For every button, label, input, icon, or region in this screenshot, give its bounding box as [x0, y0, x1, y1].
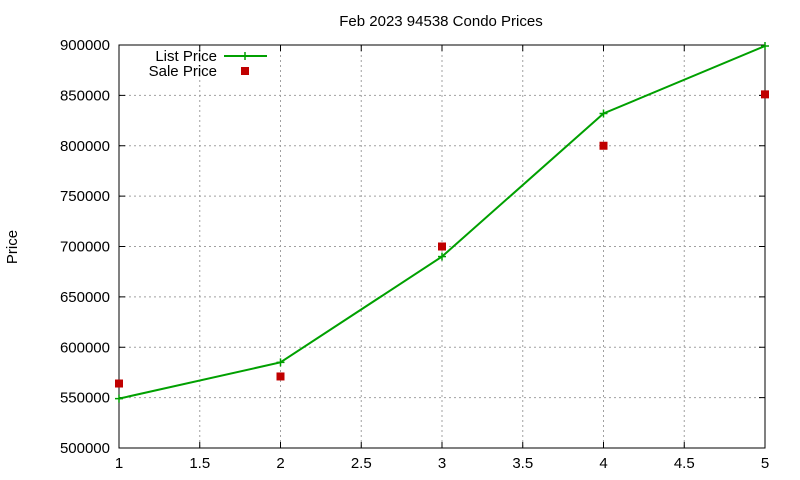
list-price-point [761, 42, 769, 51]
x-tick-label: 3.5 [512, 455, 533, 472]
y-tick-label: 800000 [60, 138, 110, 155]
x-tick-label: 1.5 [189, 455, 210, 472]
x-tick-label: 4.5 [674, 455, 695, 472]
y-tick-label: 750000 [60, 188, 110, 205]
series-layer [115, 42, 769, 403]
sale-price-point [599, 141, 608, 150]
sale-price-point [761, 90, 769, 99]
x-tick-label: 1 [115, 455, 123, 472]
y-axis-label: Price [4, 230, 21, 264]
y-tick-label: 850000 [60, 87, 110, 104]
chart-title: Feb 2023 94538 Condo Prices [339, 13, 542, 30]
x-tick-label: 4 [599, 455, 607, 472]
x-tick-label: 5 [761, 455, 769, 472]
x-tick-label: 2.5 [351, 455, 372, 472]
x-tick-label: 2 [276, 455, 284, 472]
sale-price-point [276, 372, 285, 381]
y-tick-label: 700000 [60, 239, 110, 256]
list-price-point [438, 252, 446, 261]
sale-price-point [115, 379, 123, 388]
y-tick-label: 650000 [60, 289, 110, 306]
y-tick-label: 600000 [60, 339, 110, 356]
y-tick-label: 500000 [60, 440, 110, 457]
list-price-point [276, 358, 285, 367]
list-price-point [599, 109, 608, 118]
sale-price-point [438, 242, 446, 251]
legend-label-list-price: List Price [155, 48, 217, 65]
y-tick-label: 900000 [60, 37, 110, 54]
list-price-point [115, 394, 123, 403]
legend-marker-list-price [241, 52, 249, 60]
legend-label-sale-price: Sale Price [149, 63, 217, 80]
axis-ticks: 1 1.5 2 2.5 3 3.5 4 4.5 5 500000 550000 600000 65000… [60, 37, 769, 472]
y-tick-label: 550000 [60, 390, 110, 407]
x-tick-label: 3 [438, 455, 446, 472]
legend-marker-sale-price [241, 67, 249, 75]
plot-area-border [118, 44, 766, 449]
